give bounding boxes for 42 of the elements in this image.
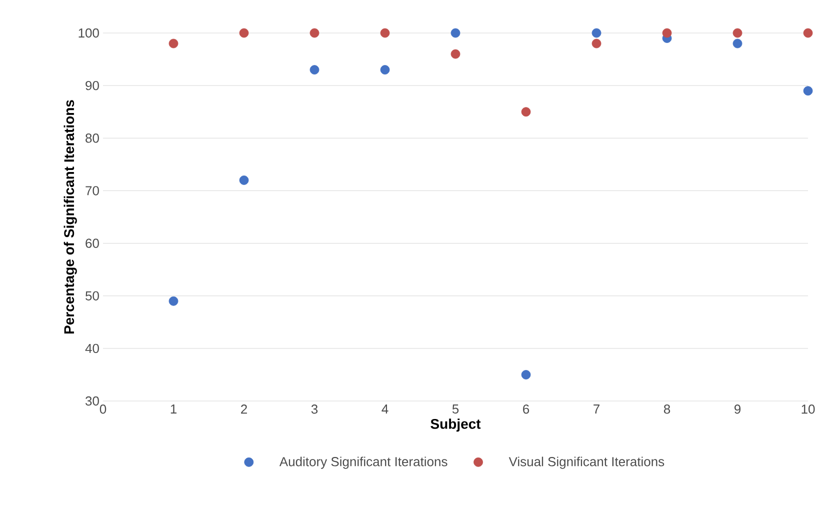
point: [732, 28, 742, 38]
y-tick-label: 70: [86, 186, 99, 196]
legend-label: Visual Significant Iterations: [508, 456, 664, 469]
y-tick-label: 90: [86, 80, 99, 90]
y-tick-label: 80: [86, 134, 99, 143]
point: [310, 65, 320, 74]
point: [732, 38, 742, 48]
x-tick-label: 8: [664, 404, 670, 414]
x-tick-label: 5: [452, 404, 459, 414]
point: [521, 370, 531, 380]
point: [380, 65, 390, 74]
x-tick-label: 7: [594, 404, 600, 414]
x-tick-label: 9: [734, 404, 741, 414]
point: [239, 28, 249, 38]
point: [450, 28, 460, 38]
point: [803, 28, 813, 38]
x-tick-label: 2: [241, 404, 247, 414]
y-tick-label: 100: [78, 28, 99, 38]
x-tick-label: 6: [523, 404, 530, 414]
point: [592, 28, 602, 38]
point: [521, 107, 531, 117]
y-tick-label: 50: [86, 291, 99, 300]
x-tick-label: 4: [382, 404, 388, 414]
point: [662, 28, 672, 38]
point: [592, 38, 602, 48]
x-tick-label: 0: [100, 404, 106, 414]
x-tick-label: 3: [311, 404, 318, 414]
point: [310, 28, 320, 38]
point: [168, 38, 178, 48]
y-tick-label: 30: [86, 396, 99, 406]
point: [803, 86, 813, 96]
point: [239, 176, 249, 185]
legend-label: Auditory Significant Iterations: [279, 456, 448, 469]
point: [450, 49, 460, 59]
point: [380, 28, 390, 38]
x-tick-label: 1: [170, 404, 176, 414]
x-axis-title: Subject: [430, 418, 481, 432]
y-tick-label: 60: [86, 238, 99, 248]
point: [168, 296, 178, 306]
x-tick-label: 10: [802, 404, 815, 414]
y-axis-title: Percentage of Significant Iterations: [64, 100, 77, 334]
y-tick-label: 40: [85, 344, 99, 354]
